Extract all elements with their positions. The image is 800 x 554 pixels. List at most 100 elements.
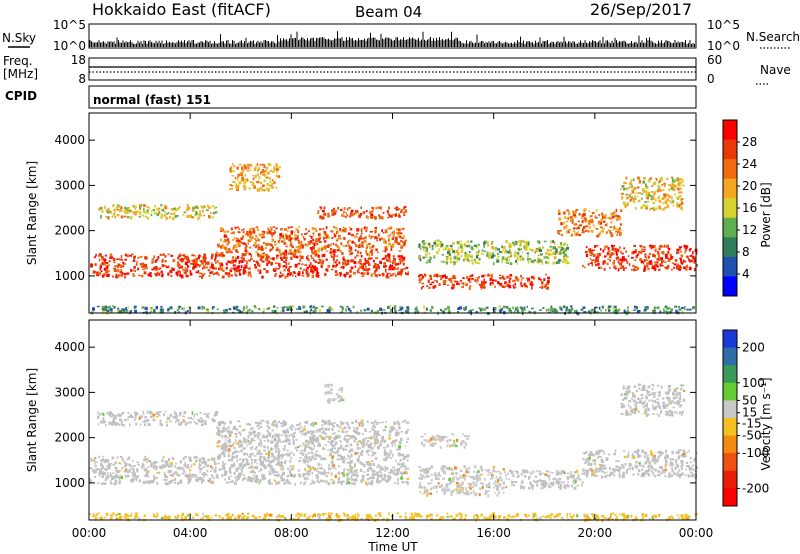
power-echo-cell [592,224,595,226]
velocity-echo-cell [373,422,375,424]
power-echo-cell [625,260,628,263]
power-echo-cell [266,231,269,234]
power-echo-cell [360,229,363,232]
velocity-echo-cell [263,449,266,452]
power-echo-cell [201,305,204,308]
power-echo-cell [526,285,529,289]
velocity-echo-cell [109,462,112,465]
velocity-echo-cell [221,451,224,456]
power-echo-cell [506,262,509,264]
power-echo-cell [133,266,136,269]
power-echo-cell [315,253,318,257]
power-echo-cell [633,309,636,311]
power-echo-cell [183,308,186,311]
velocity-echo-cell [359,468,363,472]
velocity-echo-cell [334,436,337,440]
power-echo-cell [420,274,423,276]
velocity-echo-cell [265,460,267,462]
power-echo-cell [240,256,243,259]
velocity-echo-cell [271,455,273,458]
velocity-echo-cell [114,469,118,472]
velocity-echo-cell [240,468,243,470]
power-echo-cell [258,167,260,170]
power-echo-cell [351,233,354,237]
power-echo-cell [428,286,431,289]
power-echo-cell [262,173,265,176]
power-echo-cell [310,267,312,270]
velocity-echo-cell [315,477,319,480]
velocity-echo-cell [664,468,667,472]
power-echo-cell [384,239,387,241]
power-echo-cell [670,187,674,190]
power-echo-cell [460,245,463,249]
power-echo-cell [449,256,452,261]
power-echo-cell [653,207,656,212]
power-echo-cell [236,226,240,228]
power-echo-cell [204,263,207,266]
power-echo-cell [456,241,460,244]
velocity-echo-cell [170,482,172,484]
power-echo-cell [264,170,267,172]
power-echo-cell [449,244,453,248]
power-echo-cell [327,214,331,218]
power-echo-cell [490,255,494,259]
velocity-echo-cell [320,471,323,475]
power-echo-cell [651,207,654,210]
velocity-echo-cell [169,462,173,465]
velocity-echo-cell [296,423,300,427]
power-echo-cell [616,228,620,231]
power-echo-cell [528,261,530,264]
power-echo-cell [515,306,519,309]
power-echo-cell [333,261,336,264]
velocity-echo-cell [126,458,128,461]
power-echo-cell [679,205,682,208]
velocity-echo-cell [396,420,400,424]
power-echo-cell [521,309,524,312]
power-echo-cell [327,264,331,268]
power-echo-cell [550,248,552,252]
velocity-echo-cell [360,419,364,422]
power-echo-cell [557,259,561,262]
power-echo-cell [132,211,136,215]
power-echo-cell [666,193,669,196]
power-echo-cell [680,200,683,203]
power-echo-cell [291,245,294,249]
power-echo-cell [563,247,566,251]
power-echo-cell [447,284,450,287]
power-echo-cell [239,311,242,313]
power-echo-cell [254,307,258,310]
power-echo-cell [311,270,314,273]
velocity-echo-cell [279,454,282,457]
power-echo-cell [562,211,566,215]
velocity-echo-cell [186,463,189,467]
velocity-echo-cell [368,461,371,464]
power-echo-cell [392,231,395,236]
power-echo-cell [138,211,142,215]
velocity-echo-cell [363,471,366,473]
velocity-echo-cell [399,453,402,457]
power-echo-cell [646,262,650,265]
power-echo-cell [636,267,640,270]
velocity-echo-cell [617,460,620,462]
power-echo-cell [470,278,472,281]
power-echo-cell [621,256,625,260]
power-echo-cell [603,260,606,263]
velocity-echo-cell [312,424,315,427]
velocity-echo-cell [119,463,122,465]
power-echo-cell [227,230,230,232]
power-echo-cell [519,243,522,247]
velocity-echo-cell [398,452,401,454]
power-echo-cell [290,237,292,240]
velocity-echo-cell [337,430,340,433]
velocity-echo-cell [338,454,341,457]
velocity-echo-cell [378,433,381,436]
power-echo-cell [608,250,611,252]
power-echo-cell [342,257,345,260]
velocity-echo-cell [177,481,179,485]
velocity-echo-cell [374,452,376,455]
power-echo-cell [314,250,317,254]
power-echo-cell [397,272,400,275]
power-echo-cell [285,252,288,256]
velocity-echo-cell [245,458,247,461]
velocity-echo-cell [397,462,400,466]
